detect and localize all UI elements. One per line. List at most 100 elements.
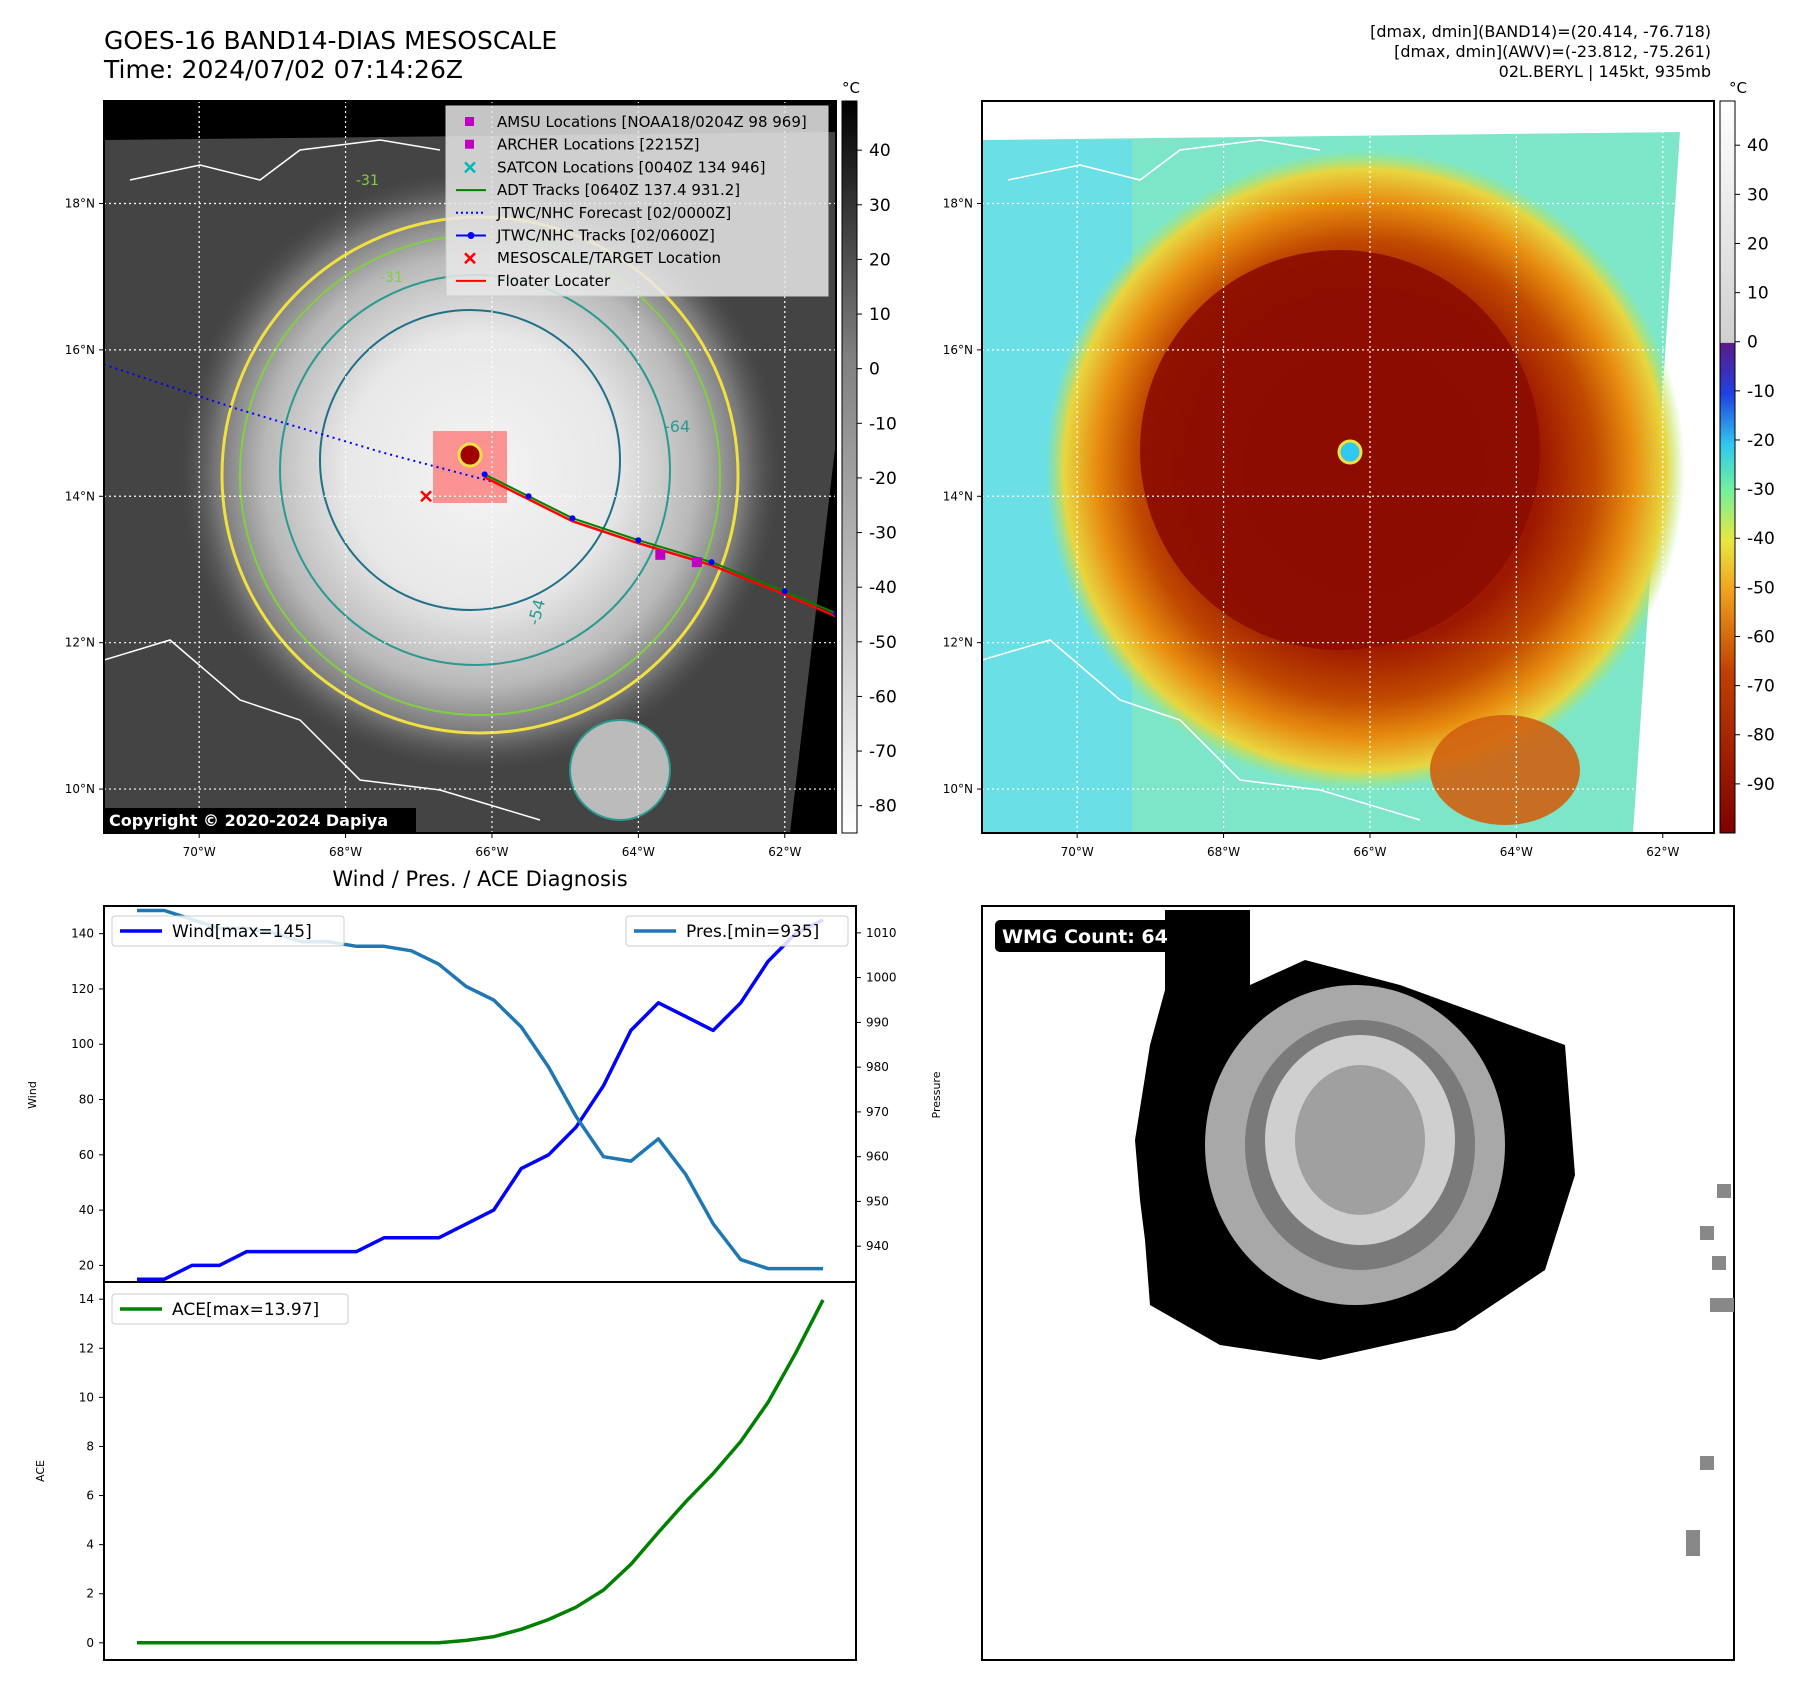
colorbar-left-unit: °C <box>842 79 860 97</box>
map-lon-label: 64°W <box>622 845 655 859</box>
contour-label-31a: -31 <box>356 173 379 189</box>
map-lat-label: 18°N <box>943 196 973 210</box>
pressure-axis-label: Pressure <box>930 1071 943 1118</box>
wmg-speck-2 <box>1700 1226 1714 1240</box>
colorbar-tick-label: 30 <box>869 196 891 216</box>
colorbar-left: °C 40 30 20 10 0 -10 -20 -30 -40 -50 -60 -70 -80 <box>841 79 897 834</box>
chart-title: Wind / Pres. / ACE Diagnosis <box>332 867 627 891</box>
colorbar-tick-label: 20 <box>1747 234 1769 254</box>
track-point <box>525 493 532 500</box>
track-point <box>481 471 488 478</box>
chart-legend-label: Wind[max=145] <box>172 922 312 942</box>
wind-chart-frame <box>103 905 857 1283</box>
colorbar-tick-label: 0 <box>869 360 880 380</box>
wmg-speck-1 <box>1717 1184 1731 1198</box>
color-map-panel <box>981 100 1715 834</box>
legend-marker <box>464 161 476 174</box>
contour-label-31b: -31 <box>380 270 403 286</box>
ir-south-cloud <box>569 719 671 821</box>
title-line-1: GOES-16 BAND14-DIAS MESOSCALE <box>104 26 558 55</box>
colorbar-tick-label: 10 <box>1747 284 1769 304</box>
ir-map-frame <box>103 100 837 834</box>
coastline-left-2 <box>104 639 541 821</box>
colorbar-tick-label: -40 <box>1747 529 1775 549</box>
chart-legend-box <box>111 1293 349 1325</box>
map-tick-labels: 18°N 16°N 14°N 12°N 10°N 70°W 68°W 66°W 64°W 62°W… <box>65 196 1680 859</box>
color-map-frame <box>981 100 1715 834</box>
ir-eye <box>457 442 483 468</box>
map-lat-label: 14°N <box>943 489 973 503</box>
title-line-2: Time: 2024/07/02 07:14:26Z <box>104 55 463 84</box>
chart-legend-label: ACE[max=13.97] <box>172 1300 319 1320</box>
map-lat-label: 16°N <box>943 343 973 357</box>
chart-ytick-label: 12 <box>79 1341 94 1355</box>
chart-legend-box <box>625 915 849 947</box>
chart-ytick-label: 140 <box>71 927 94 941</box>
map-lon-label: 64°W <box>1500 845 1533 859</box>
coastline-right-2 <box>982 639 1421 821</box>
colorbar-tick-label: -40 <box>869 578 897 598</box>
contour-label-64: -64 <box>664 417 690 436</box>
colorbar-tick-label: -60 <box>1747 627 1775 647</box>
colorbar-tick-label: -20 <box>869 469 897 489</box>
legend-marker <box>465 117 474 126</box>
chart-ytick-right-label: 950 <box>866 1194 889 1208</box>
map-lon-label: 68°W <box>1207 845 1240 859</box>
map-lon-label: 66°W <box>1353 845 1386 859</box>
chart-legend-label: Pres.[min=935] <box>686 922 819 942</box>
info-line-1: [dmax, dmin](BAND14)=(20.414, -76.718) <box>1370 22 1711 41</box>
colorbar-tick-label: -60 <box>869 687 897 707</box>
ir-map-panel: Copyright © 2020-2024 Dapiya -64 -54 -31… <box>103 100 837 834</box>
chart-ytick-label: 100 <box>71 1037 94 1051</box>
ir-contour-64 <box>319 309 621 611</box>
colorbar-tick-label: 40 <box>1747 136 1769 156</box>
colorbar-tick-label: 20 <box>869 250 891 270</box>
chart-ytick-right-label: 1000 <box>866 971 897 985</box>
wmg-speck-5 <box>1700 1456 1714 1470</box>
legend-label: JTWC/NHC Tracks [02/0600Z] <box>496 227 715 245</box>
chart-ytick-label: 80 <box>79 1093 94 1107</box>
colorbar-tick-label: 0 <box>1747 333 1758 353</box>
map-lat-label: 18°N <box>65 196 95 210</box>
legend-label: Floater Locater <box>497 272 611 290</box>
series-line-0 <box>137 1299 825 1645</box>
legend-label: AMSU Locations [NOAA18/0204Z 98 969] <box>497 113 807 131</box>
legend-marker-dot <box>467 232 475 239</box>
colorbar-tick-label: 40 <box>869 141 891 161</box>
map-lon-label: 70°W <box>1061 845 1094 859</box>
chart-ytick-right-label: 990 <box>866 1015 889 1029</box>
colorbar-tick-label: -50 <box>1747 578 1775 598</box>
map-lat-label: 10°N <box>943 782 973 796</box>
wmg-speck-3 <box>1712 1256 1726 1270</box>
color-south-cloud <box>1430 715 1580 825</box>
chart-ytick-label: 120 <box>71 982 94 996</box>
map-lat-label: 16°N <box>65 343 95 357</box>
map-lon-label: 62°W <box>768 845 801 859</box>
map-lat-label: 12°N <box>65 636 95 650</box>
chart-ytick-label: 0 <box>86 1636 94 1650</box>
legend-label: MESOSCALE/TARGET Location <box>497 249 721 267</box>
wmg-badge-text: WMG Count: 64 <box>1002 926 1168 948</box>
chart-ytick-right-label: 980 <box>866 1060 889 1074</box>
chart-ytick-label: 4 <box>86 1538 94 1552</box>
info-line-2: [dmax, dmin](AWV)=(-23.812, -75.261) <box>1394 42 1711 61</box>
chart-ytick-right-label: 960 <box>866 1150 889 1164</box>
figure-info: [dmax, dmin](BAND14)=(20.414, -76.718) [… <box>1370 22 1711 82</box>
ace-chart-frame <box>103 1281 857 1661</box>
amsu-point <box>691 557 702 568</box>
legend-marker <box>465 139 474 149</box>
copyright-text: Copyright © 2020-2024 Dapiya <box>109 811 388 830</box>
ace-chart: 0 2 4 6 8 10 12 14 ACE[max=13.97] <box>79 1281 857 1661</box>
colorbar-tick-label: 10 <box>869 305 891 325</box>
amsu-point <box>655 549 666 560</box>
colorbar-tick-label: 30 <box>1747 185 1769 205</box>
chart-ytick-label: 60 <box>79 1148 94 1162</box>
chart-ytick-label: 2 <box>86 1587 94 1601</box>
colorbar-right-ticks: 40 30 20 10 0 -10 -20 -30 -40 -50 -60 -70 -80 -90 <box>1735 136 1775 795</box>
info-line-3: 02L.BERYL | 145kt, 935mb <box>1498 62 1711 81</box>
colorbar-left-bar <box>841 100 858 834</box>
chart-ytick-label: 20 <box>79 1258 94 1272</box>
track-point <box>781 588 788 595</box>
colorbar-tick-label: -50 <box>869 633 897 653</box>
ir-tracks <box>104 363 836 618</box>
